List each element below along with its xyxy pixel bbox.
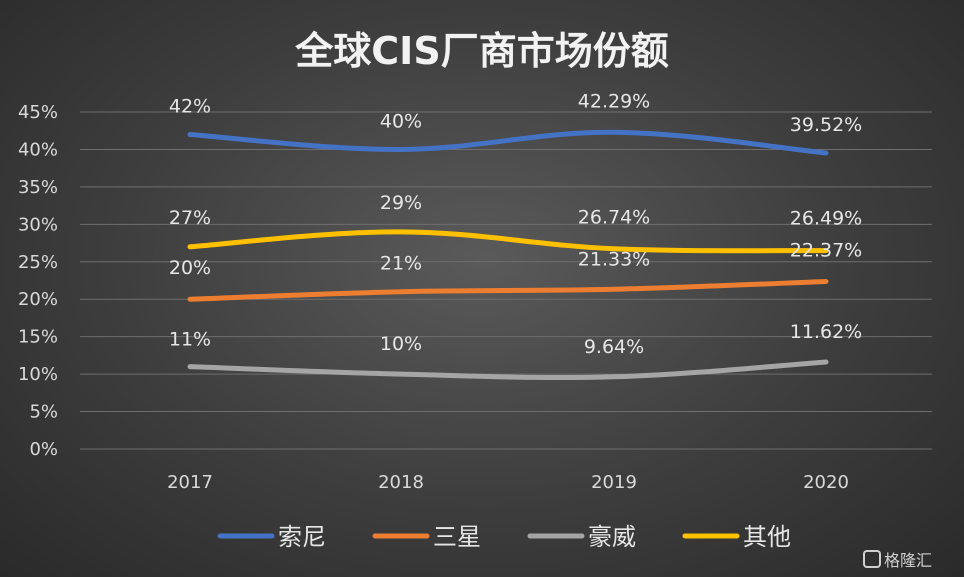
series-lines [187,129,829,381]
data-label: 42% [169,95,211,117]
y-tick-label: 45% [18,102,58,123]
y-tick-label: 15% [18,327,58,348]
y-tick-label: 35% [18,177,58,198]
data-label: 42.29% [578,90,650,112]
data-label: 26.74% [578,207,650,229]
chart-title: 全球CIS厂商市场份额 [294,29,668,73]
watermark: 格隆汇 [863,550,932,570]
legend-label: 三星 [433,523,481,551]
legend: 索尼 三星 豪威 其他 [217,523,791,551]
y-tick-label: 5% [29,402,58,423]
x-axis: 2017 2018 2019 2020 [167,472,849,493]
data-label: 9.64% [584,336,644,358]
y-tick-label: 25% [18,252,58,273]
x-tick-label: 2017 [167,472,213,493]
data-label: 26.49% [790,208,862,230]
series-line-1 [187,129,829,156]
data-label: 21% [380,253,422,275]
y-tick-label: 30% [18,214,58,235]
legend-label: 其他 [743,523,791,551]
data-label: 22.37% [790,239,862,261]
grid [80,111,932,450]
y-tick-label: 0% [29,439,58,460]
x-tick-label: 2019 [591,472,637,493]
data-label: 29% [380,192,422,214]
series-line-4 [187,229,829,254]
data-label: 21.33% [578,248,650,270]
watermark-logo-icon [863,550,881,568]
data-label: 40% [380,110,422,132]
y-tick-label: 40% [18,139,58,160]
data-label: 20% [169,257,211,279]
data-label: 10% [380,333,422,355]
series-line-2 [187,278,829,302]
y-axis: 0% 5% 10% 15% 20% 25% 30% 35% 40% 45% [18,102,58,460]
data-label: 27% [169,207,211,229]
y-tick-label: 20% [18,289,58,310]
watermark-text: 格隆汇 [884,551,932,570]
x-tick-label: 2020 [803,472,849,493]
data-label: 11.62% [790,321,862,343]
data-label: 11% [169,329,211,351]
legend-label: 豪威 [588,523,636,551]
x-tick-label: 2018 [378,472,424,493]
data-labels: 42% 40% 42.29% 39.52% 20% 21% 21.33% 22.37% 11% 1… [169,90,862,358]
legend-label: 索尼 [278,523,326,551]
data-label: 39.52% [790,114,862,136]
series-line-3 [187,359,829,381]
y-tick-label: 10% [18,364,58,385]
